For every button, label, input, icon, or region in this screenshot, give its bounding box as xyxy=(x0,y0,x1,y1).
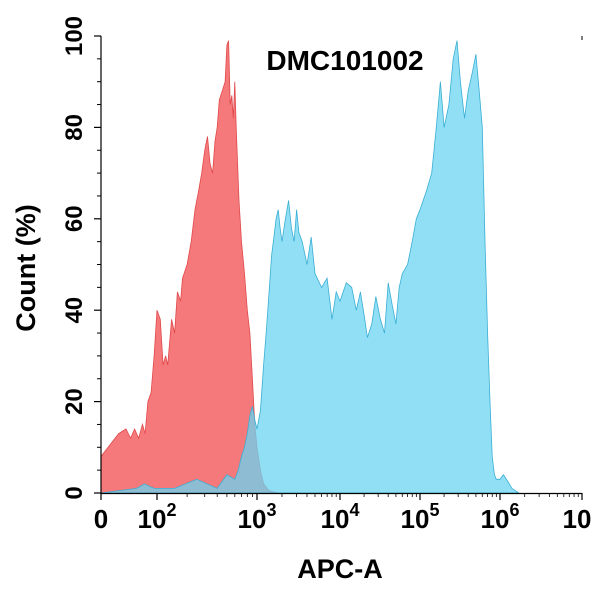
y-tick-labels: 0 20 40 60 80 100 xyxy=(61,16,88,500)
chart-title: DMC101002 xyxy=(266,45,423,76)
x-tick-label: 106 xyxy=(481,500,520,534)
x-tick-label: 102 xyxy=(138,500,177,534)
x-tick-label: 0 xyxy=(94,504,108,534)
series-layer xyxy=(100,40,521,494)
x-tick-label: 107 xyxy=(563,500,591,534)
y-tick-label: 0 xyxy=(61,486,88,499)
y-tick-label: 100 xyxy=(61,16,88,56)
y-tick-label: 40 xyxy=(61,297,88,324)
y-axis-label: Count (%) xyxy=(11,204,41,331)
y-tick-label: 20 xyxy=(61,388,88,415)
x-axis-label: APC-A xyxy=(297,554,383,584)
x-tick-labels: 0 102 103 104 105 106 107 xyxy=(94,500,591,534)
x-tick-label: 105 xyxy=(401,500,440,534)
series-area-2 xyxy=(100,40,521,494)
x-tick-label: 104 xyxy=(321,500,360,534)
y-tick-marks xyxy=(94,35,101,494)
y-tick-label: 80 xyxy=(61,114,88,141)
axes-layer xyxy=(100,36,583,495)
x-tick-label: 103 xyxy=(238,500,277,534)
series-area-1 xyxy=(100,40,279,494)
y-tick-label: 60 xyxy=(61,205,88,232)
